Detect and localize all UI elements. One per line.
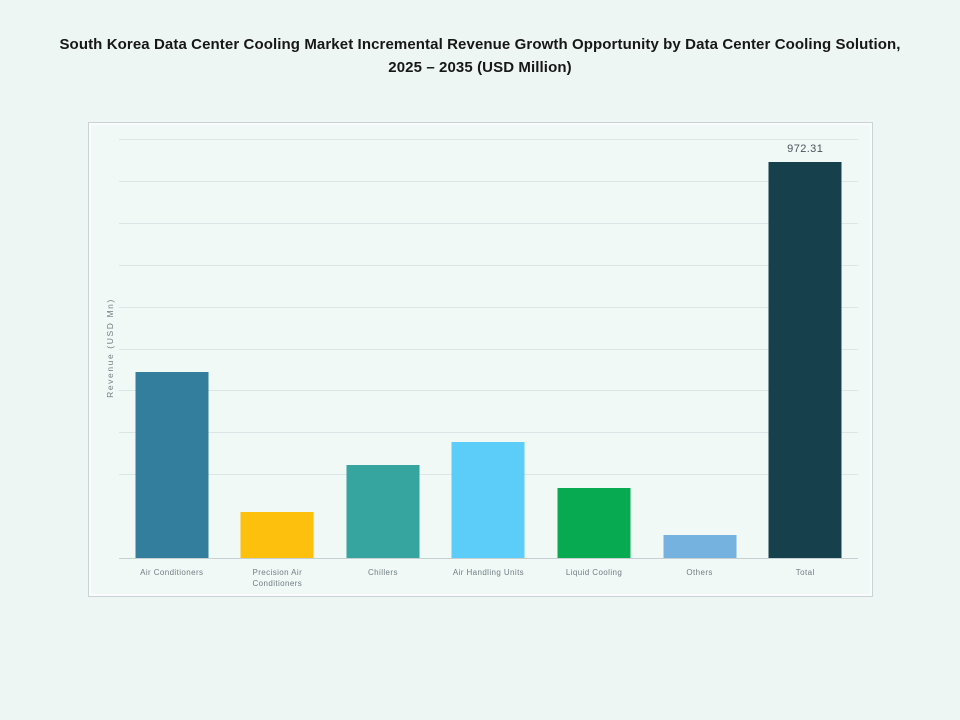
chart-panel: Revenue (USD Mn) Air Conditioners Precisi… <box>88 122 873 597</box>
bar-chillers <box>346 464 420 558</box>
gridline <box>119 432 858 434</box>
category-slot: 972.31 Total <box>752 139 858 577</box>
chart-title: South Korea Data Center Cooling Market I… <box>0 33 960 79</box>
category-slot: Precision Air Conditioners <box>225 139 331 588</box>
x-tick-label: Precision Air Conditioners <box>252 568 303 588</box>
x-tick-label: Liquid Cooling <box>565 568 623 577</box>
gridline <box>119 139 858 140</box>
gridline <box>119 222 858 224</box>
category-slot: Others <box>647 139 753 577</box>
x-tick-label: Air Handling Units <box>452 568 525 577</box>
category-slot: Chillers <box>330 139 436 577</box>
gridline <box>119 264 858 266</box>
gridline <box>119 306 858 308</box>
chart-title-line-2: 2025 – 2035 (USD Million) <box>388 59 572 76</box>
bar-air-conditioners <box>135 371 209 558</box>
gridline <box>119 348 858 350</box>
category-slot: Liquid Cooling <box>541 139 647 577</box>
x-tick-label: Total <box>795 568 815 577</box>
x-tick-label: Chillers <box>367 568 398 577</box>
bar-liquid-cooling <box>557 488 631 558</box>
bar-value-label: 972.31 <box>787 143 824 156</box>
chart-title-line-1: South Korea Data Center Cooling Market I… <box>59 36 901 53</box>
bar-air-handling-units <box>451 441 525 558</box>
category-slot: Air Conditioners <box>119 139 225 577</box>
bar-others <box>663 534 737 558</box>
y-axis-label: Revenue (USD Mn) <box>105 298 115 398</box>
bar-precision-air-conditioners <box>240 511 314 558</box>
plot-area: Air Conditioners Precision Air Conditione… <box>119 139 858 588</box>
x-tick-label: Air Conditioners <box>140 568 204 577</box>
bar-total <box>768 162 842 558</box>
category-slot: Air Handling Units <box>436 139 542 577</box>
gridline <box>119 390 858 392</box>
x-tick-label: Others <box>686 568 713 577</box>
gridline <box>119 180 858 182</box>
